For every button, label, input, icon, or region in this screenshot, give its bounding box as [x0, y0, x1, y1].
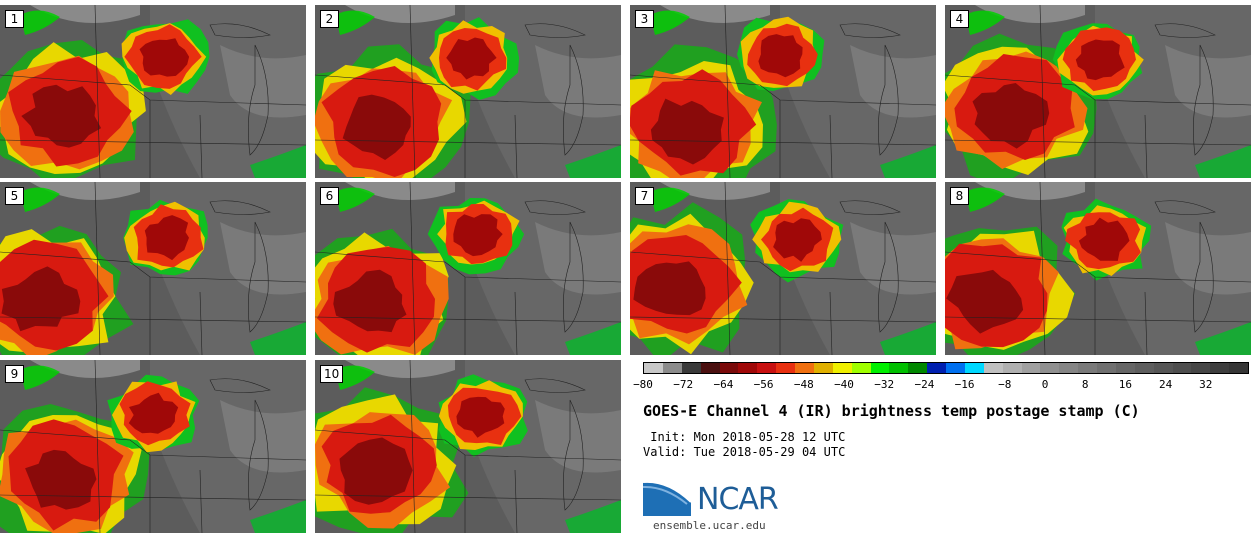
colorbar-segment — [889, 363, 909, 373]
colorbar-segment — [927, 363, 946, 373]
ir-satellite-map — [0, 182, 306, 355]
panel-number-label: 6 — [320, 187, 339, 205]
colorbar-segment — [1134, 363, 1154, 373]
init-time: Init: Mon 2018-05-28 12 UTC — [643, 430, 846, 444]
stamp-panel: 4 — [945, 5, 1251, 178]
colorbar-tick-label: −32 — [874, 378, 895, 391]
panel-number-label: 7 — [635, 187, 654, 205]
colorbar-tick-label: −56 — [753, 378, 774, 391]
colorbar-tick-label: −80 — [633, 378, 653, 391]
colorbar-tick-label: 8 — [1081, 378, 1089, 391]
colorbar-segment — [983, 363, 1003, 373]
website-url[interactable]: ensemble.ucar.edu — [653, 519, 766, 532]
colorbar-segment — [1002, 363, 1022, 373]
panel-number-label: 2 — [320, 10, 339, 28]
colorbar-segment — [700, 363, 720, 373]
panel-number-label: 9 — [5, 365, 24, 383]
colorbar — [643, 362, 1249, 374]
stamp-panel: 8 — [945, 182, 1251, 355]
colorbar-segment — [1078, 363, 1097, 373]
colorbar-segment — [851, 363, 871, 373]
colorbar-segment — [644, 363, 663, 373]
ir-satellite-map — [945, 182, 1251, 355]
panel-number-label: 4 — [950, 10, 969, 28]
ncar-logo-icon — [643, 480, 692, 516]
colorbar-segment — [1229, 363, 1248, 373]
colorbar-tick-label: −48 — [793, 378, 814, 391]
ir-satellite-map — [945, 5, 1251, 178]
colorbar-segment — [662, 363, 682, 373]
ncar-logo-text: NCAR — [697, 482, 779, 517]
colorbar-tick-label: −64 — [713, 378, 734, 391]
colorbar-segment — [681, 363, 701, 373]
colorbar-segment — [1021, 363, 1041, 373]
colorbar-segment — [757, 363, 777, 373]
panel-number-label: 3 — [635, 10, 654, 28]
colorbar-tick-labels: −80 −72 −64 −56 −48 −40 −32 −24 −16 −8 0 8 16 24 32 — [633, 378, 1249, 392]
colorbar-segment — [795, 363, 814, 373]
panel-number-label: 8 — [950, 187, 969, 205]
colorbar-tick-label: 32 — [1199, 378, 1213, 391]
colorbar-segment — [946, 363, 965, 373]
ir-satellite-map — [630, 5, 936, 178]
ir-satellite-map — [630, 182, 936, 355]
ir-satellite-map — [0, 360, 306, 533]
colorbar-tick-label: −16 — [954, 378, 975, 391]
stamp-panel: 9 — [0, 360, 306, 533]
stamp-panel: 5 — [0, 182, 306, 355]
stamp-panel: 1 — [0, 5, 306, 178]
ir-satellite-map — [315, 182, 621, 355]
ir-satellite-map — [0, 5, 306, 178]
stamp-panel: 10 — [315, 360, 621, 533]
colorbar-segment — [832, 363, 852, 373]
colorbar-tick-label: −8 — [998, 378, 1012, 391]
panel-number-label: 5 — [5, 187, 24, 205]
colorbar-segment — [1115, 363, 1135, 373]
ir-satellite-map — [315, 360, 621, 533]
colorbar-segment — [1172, 363, 1192, 373]
stamp-panel: 6 — [315, 182, 621, 355]
panel-number-label: 1 — [5, 10, 24, 28]
panel-number-label: 10 — [320, 365, 344, 383]
colorbar-segment — [964, 363, 984, 373]
colorbar-segment — [738, 363, 758, 373]
stamp-panel: 7 — [630, 182, 936, 355]
colorbar-segment — [1040, 363, 1060, 373]
colorbar-segment — [1097, 363, 1116, 373]
colorbar-segment — [813, 363, 833, 373]
valid-time: Valid: Tue 2018-05-29 04 UTC — [643, 445, 846, 459]
ir-satellite-map — [315, 5, 621, 178]
colorbar-tick-label: −24 — [914, 378, 935, 391]
colorbar-segment — [1059, 363, 1079, 373]
colorbar-tick-label: 0 — [1041, 378, 1049, 391]
colorbar-segment — [1191, 363, 1211, 373]
stamp-panel: 3 — [630, 5, 936, 178]
colorbar-segment — [870, 363, 890, 373]
colorbar-segment — [908, 363, 928, 373]
colorbar-segment — [1153, 363, 1173, 373]
colorbar-tick-label: 16 — [1118, 378, 1133, 391]
colorbar-tick-label: −72 — [673, 378, 694, 391]
colorbar-tick-label: 24 — [1158, 378, 1173, 391]
stamp-panel: 2 — [315, 5, 621, 178]
colorbar-segment — [776, 363, 795, 373]
colorbar-segment — [719, 363, 739, 373]
colorbar-segment — [1210, 363, 1230, 373]
chart-title: GOES-E Channel 4 (IR) brightness temp po… — [643, 402, 1140, 420]
colorbar-tick-label: −40 — [834, 378, 854, 391]
